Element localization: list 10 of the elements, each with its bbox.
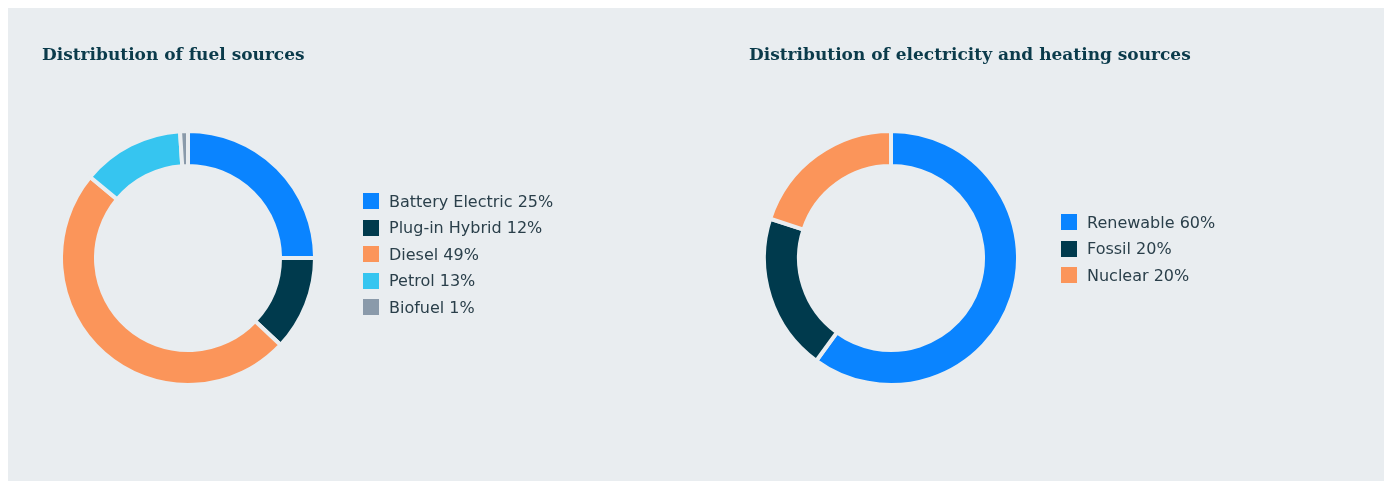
- legend-label: Diesel 49%: [389, 244, 479, 264]
- legend-label: Nuclear 20%: [1087, 265, 1190, 285]
- legend-label: Petrol 13%: [389, 271, 476, 291]
- legend-label: Battery Electric 25%: [389, 191, 554, 211]
- legend-label: Fossil 20%: [1087, 239, 1172, 259]
- legend-label: Renewable 60%: [1087, 212, 1216, 232]
- legend-label: Biofuel 1%: [389, 297, 475, 317]
- chart-title: Distribution of fuel sources: [42, 44, 305, 64]
- legend-label: Plug-in Hybrid 12%: [389, 218, 543, 238]
- chart-title: Distribution of electricity and heating sources: [749, 44, 1191, 64]
